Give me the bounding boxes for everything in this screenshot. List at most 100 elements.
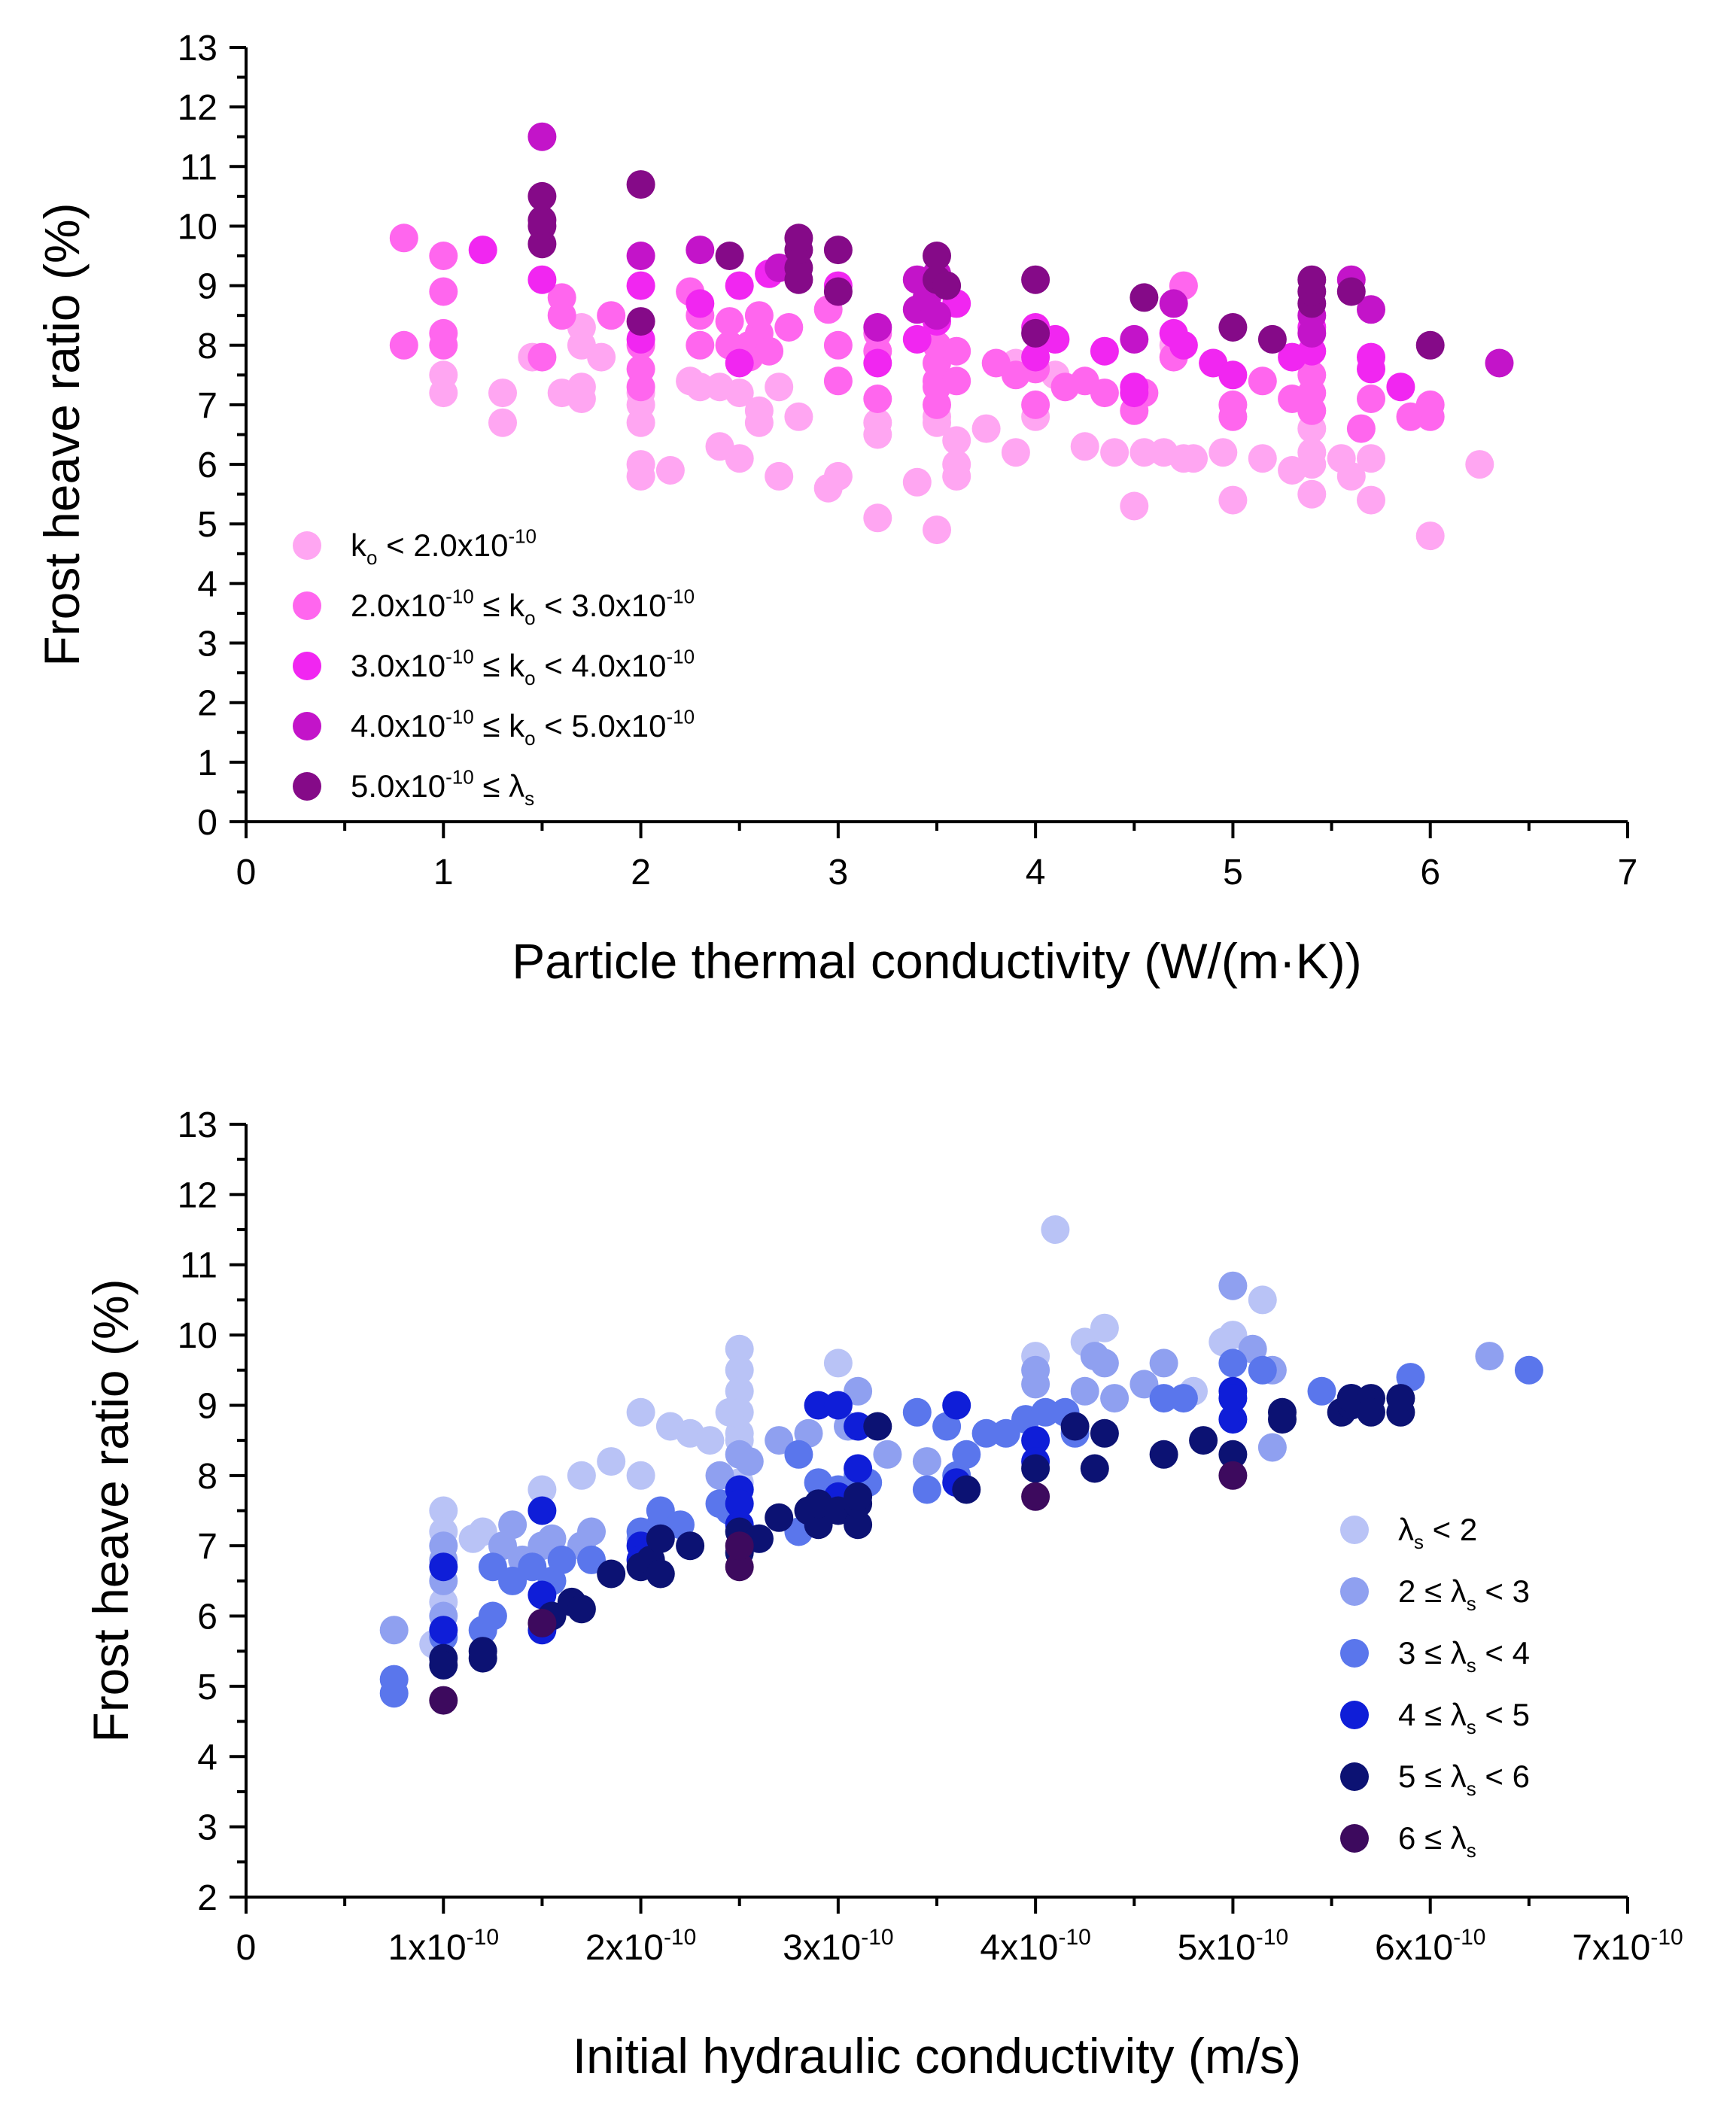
y-tick-label: 5 xyxy=(197,505,217,545)
data-point xyxy=(1218,360,1248,390)
y-tick-label: 7 xyxy=(197,386,217,426)
legend-label: 2.0x10-10 ≤ ko < 3.0x10-10 xyxy=(351,585,695,629)
data-point xyxy=(518,1552,547,1582)
data-point xyxy=(1001,438,1030,467)
data-point xyxy=(1080,1454,1109,1483)
data-point xyxy=(488,408,517,437)
data-point xyxy=(765,461,794,491)
y-tick-label: 11 xyxy=(180,1246,217,1286)
data-point xyxy=(863,1412,892,1441)
legend-label: 3 ≤ λs < 4 xyxy=(1398,1635,1530,1677)
legend-marker xyxy=(293,772,321,801)
data-point xyxy=(823,277,853,306)
data-point xyxy=(1169,330,1198,360)
y-tick-label: 8 xyxy=(197,1457,217,1497)
data-point xyxy=(1218,313,1248,342)
data-point xyxy=(527,1608,557,1637)
data-point xyxy=(1090,1313,1119,1342)
data-point xyxy=(1357,1397,1385,1427)
y-tick-label: 13 xyxy=(178,29,217,68)
x-tick-label: 7x10-10 xyxy=(1572,1925,1683,1968)
data-point xyxy=(597,301,626,330)
data-point xyxy=(1465,450,1494,479)
data-point xyxy=(429,277,458,306)
data-point xyxy=(765,1503,794,1532)
data-point xyxy=(1021,1426,1050,1455)
data-point xyxy=(863,503,892,533)
data-point xyxy=(1415,390,1445,419)
legend-marker xyxy=(293,712,321,740)
legend-marker xyxy=(1340,1639,1369,1668)
x-tick-label: 6x10-10 xyxy=(1375,1925,1485,1968)
data-point xyxy=(823,1348,853,1378)
data-point xyxy=(1149,1384,1178,1413)
y-tick-label: 13 xyxy=(178,1105,217,1145)
data-point xyxy=(1257,324,1287,354)
data-point xyxy=(725,379,754,408)
x-tick-label: 4x10-10 xyxy=(980,1925,1090,1968)
data-point xyxy=(1031,1397,1060,1427)
legend-label: ko < 2.0x10-10 xyxy=(351,524,537,569)
data-point xyxy=(1218,485,1248,515)
data-point xyxy=(1248,366,1277,396)
y-tick-label: 12 xyxy=(178,1175,217,1215)
x-tick-label: 3 xyxy=(828,853,849,892)
data-point xyxy=(942,1391,971,1420)
data-point xyxy=(1218,1461,1248,1490)
data-point xyxy=(823,1391,853,1420)
series-1 xyxy=(389,223,1445,443)
data-point xyxy=(498,1510,527,1540)
data-point xyxy=(429,1496,458,1525)
data-point xyxy=(902,467,932,497)
data-point xyxy=(1297,360,1327,390)
data-point xyxy=(725,1355,754,1385)
data-point xyxy=(1218,1440,1248,1469)
x-tick-label: 5x10-10 xyxy=(1178,1925,1288,1968)
y-tick-label: 9 xyxy=(197,1386,217,1426)
legend-label: 2 ≤ λs < 3 xyxy=(1398,1573,1530,1615)
data-point xyxy=(1268,1405,1297,1434)
data-point xyxy=(863,313,892,342)
data-point xyxy=(1248,1285,1277,1315)
data-point xyxy=(1100,1384,1129,1413)
data-point xyxy=(1357,485,1385,515)
data-point xyxy=(1257,1433,1287,1462)
data-point xyxy=(1357,444,1385,473)
x-tick-label: 5 xyxy=(1223,853,1243,892)
y-tick-label: 8 xyxy=(197,327,217,366)
data-point xyxy=(1514,1355,1543,1385)
data-point xyxy=(1218,1405,1248,1434)
legend: ko < 2.0x10-10 2.0x10-10 ≤ ko < 3.0x10-10… xyxy=(293,524,695,810)
legend-marker xyxy=(293,531,321,560)
data-point xyxy=(744,408,774,437)
data-point xyxy=(597,1559,626,1589)
data-point xyxy=(942,450,971,479)
data-point xyxy=(715,242,744,270)
data-point xyxy=(1090,1418,1119,1448)
legend-marker xyxy=(1340,1701,1369,1729)
data-point xyxy=(379,1665,409,1694)
y-tick-label: 6 xyxy=(197,1598,217,1637)
data-point xyxy=(971,1418,1001,1448)
y-tick-label: 5 xyxy=(197,1668,217,1707)
data-point xyxy=(626,242,655,270)
y-tick-label: 4 xyxy=(197,564,217,604)
data-point xyxy=(942,366,971,396)
data-point xyxy=(527,122,557,151)
data-point xyxy=(765,1426,794,1455)
data-point xyxy=(655,456,685,485)
data-point xyxy=(844,1510,873,1540)
y-tick-label: 3 xyxy=(197,625,217,664)
data-point xyxy=(1475,1342,1504,1371)
data-point xyxy=(1060,1412,1090,1441)
x-axis-title: Particle thermal conductivity (W/(m·K)) xyxy=(512,933,1362,989)
data-point xyxy=(1021,390,1050,419)
data-point xyxy=(1346,414,1376,443)
data-point xyxy=(429,318,458,348)
data-point xyxy=(527,265,557,294)
data-point xyxy=(1021,1355,1050,1385)
y-tick-label: 10 xyxy=(178,207,217,247)
data-point xyxy=(646,1496,675,1525)
data-point xyxy=(686,330,715,360)
data-point xyxy=(902,1397,932,1427)
